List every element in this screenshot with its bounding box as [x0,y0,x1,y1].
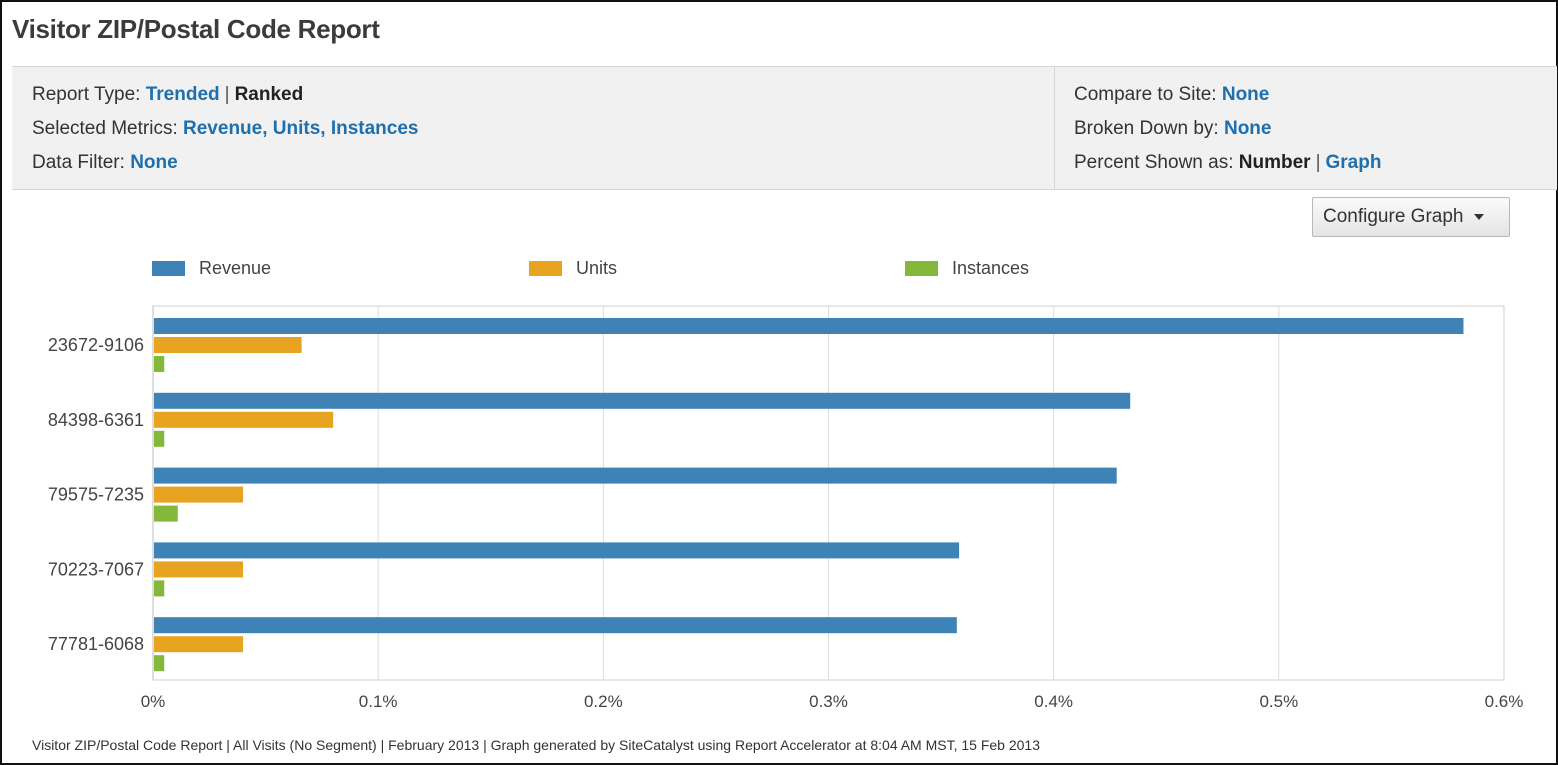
x-tick-label: 0.1% [359,692,398,711]
percent-shown-row: Percent Shown as: Number | Graph [1074,152,1381,174]
legend-label-revenue: Revenue [199,257,272,278]
metrics-label: Selected Metrics: [32,118,178,139]
chevron-down-icon [1474,214,1485,220]
report-settings-panel: Report Type: Trended | Ranked Selected Met… [12,66,1557,190]
bar-revenue [154,318,1464,334]
category-label: 77781-6068 [48,634,144,654]
x-tick-label: 0.2% [584,692,623,711]
bar-units [154,486,244,503]
compare-link[interactable]: None [1221,84,1270,105]
bar-units [154,337,302,353]
bar-instances [154,580,165,597]
broken-down-link[interactable]: None [1223,118,1272,139]
configure-graph-label: Configure Graph [1323,206,1464,227]
bar-instances [154,430,165,447]
percent-number: Number [1238,152,1311,173]
legend-swatch-revenue [152,260,185,276]
x-tick-label: 0.5% [1259,692,1298,711]
category-label: 79575-7235 [48,485,144,505]
broken-down-row: Broken Down by: None [1074,118,1271,140]
legend-swatch-instances [905,260,938,276]
legend-item-instances: Instances [905,257,1030,278]
metrics-row: Selected Metrics: Revenue, Units, Instan… [32,118,418,140]
bar-chart: 0% 0.1% 0.2% 0.3% 0.4% 0.5% 0.6% 23672-9106 8439… [48,305,1524,711]
bar-units [154,411,334,428]
report-type-label: Report Type: [32,84,141,105]
legend-item-revenue: Revenue [152,257,272,278]
x-tick-label: 0% [141,692,166,711]
legend-label-units: Units [576,257,618,278]
x-tick-label: 0.6% [1485,692,1524,711]
bar-instances [154,655,165,672]
bar-units [154,636,244,653]
bar-instances [154,356,165,372]
bar-revenue [154,542,960,559]
percent-shown-label: Percent Shown as: [1074,152,1234,173]
page-title: Visitor ZIP/Postal Code Report [12,14,380,44]
report-type-trended-link[interactable]: Trended [145,84,220,105]
bar-revenue [154,467,1117,484]
category-label: 70223-7067 [48,559,144,579]
report-settings-right: Compare to Site: None Broken Down by: No… [1054,67,1558,189]
x-tick-label: 0.4% [1034,692,1073,711]
report-footer: Visitor ZIP/Postal Code Report | All Vis… [32,737,1041,753]
report-type-ranked: Ranked [234,84,304,105]
report-settings-left: Report Type: Trended | Ranked Selected Met… [12,67,1054,189]
compare-row: Compare to Site: None [1074,84,1269,106]
bar-instances [154,505,178,522]
data-filter-row: Data Filter: None [32,152,178,174]
legend-swatch-units [529,260,562,276]
separator: | [224,84,230,105]
legend-item-units: Units [529,257,618,278]
bar-revenue [154,392,1131,409]
report-type-row: Report Type: Trended | Ranked [32,84,303,106]
data-filter-label: Data Filter: [32,152,125,173]
legend-label-instances: Instances [952,257,1030,278]
separator: | [1315,152,1321,173]
bar-units [154,561,244,578]
configure-graph-button[interactable]: Configure Graph [1312,197,1510,237]
category-label: 23672-9106 [48,335,144,355]
metrics-link[interactable]: Revenue, Units, Instances [183,118,419,139]
bar-revenue [154,617,957,634]
broken-down-label: Broken Down by: [1074,118,1219,139]
compare-label: Compare to Site: [1074,84,1217,105]
category-label: 84398-6361 [48,410,144,430]
percent-graph-link[interactable]: Graph [1325,152,1382,173]
data-filter-link[interactable]: None [130,152,178,173]
x-tick-label: 0.3% [809,692,848,711]
